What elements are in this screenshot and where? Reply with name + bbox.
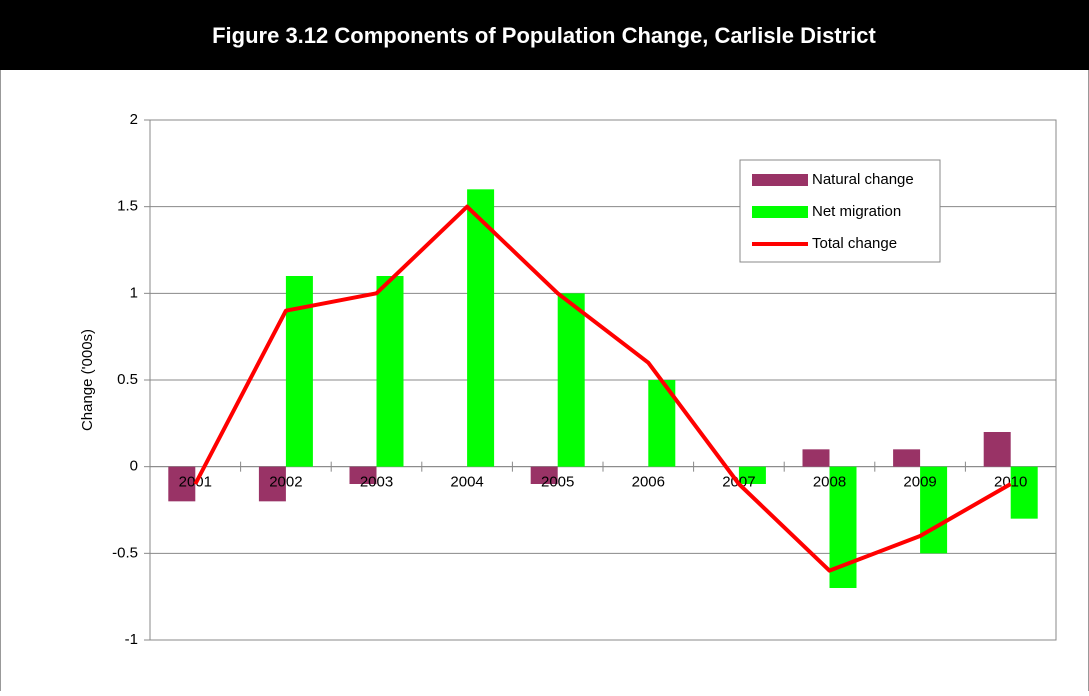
x-tick-label: 2004 <box>450 474 483 491</box>
x-tick-label: 2005 <box>541 474 574 491</box>
y-axis-label: Change ('000s) <box>79 329 96 431</box>
y-tick-label: 0.5 <box>117 371 138 388</box>
bar <box>530 466 558 484</box>
y-tick-label: -0.5 <box>112 544 138 561</box>
y-tick-label: 0 <box>130 458 138 475</box>
x-tick-label: 2010 <box>994 474 1027 491</box>
title-bar <box>0 0 1089 70</box>
legend-label: Total change <box>812 235 897 252</box>
bar <box>802 449 830 467</box>
x-tick-label: 2006 <box>632 474 665 491</box>
x-tick-label: 2009 <box>903 474 936 491</box>
bar <box>738 466 766 484</box>
x-tick-label: 2008 <box>813 474 846 491</box>
bar <box>1010 466 1038 519</box>
bar <box>557 293 585 467</box>
bar <box>920 466 948 554</box>
legend-swatch <box>752 174 808 186</box>
legend-label: Natural change <box>812 171 914 188</box>
bar <box>349 466 377 484</box>
legend-swatch <box>752 206 808 218</box>
y-tick-label: -1 <box>125 631 138 648</box>
bar <box>983 432 1011 467</box>
y-tick-label: 1 <box>130 284 138 301</box>
bar <box>376 276 404 467</box>
y-tick-label: 2 <box>130 111 138 128</box>
x-tick-label: 2002 <box>269 474 302 491</box>
y-tick-label: 1.5 <box>117 198 138 215</box>
bar <box>467 189 495 467</box>
bar <box>168 466 196 502</box>
line <box>193 204 1012 573</box>
chart-title: Figure 3.12 Components of Population Cha… <box>212 23 876 48</box>
bar <box>258 466 286 502</box>
x-tick-label: 2003 <box>360 474 393 491</box>
legend-label: Net migration <box>812 203 901 220</box>
bar <box>893 449 921 467</box>
